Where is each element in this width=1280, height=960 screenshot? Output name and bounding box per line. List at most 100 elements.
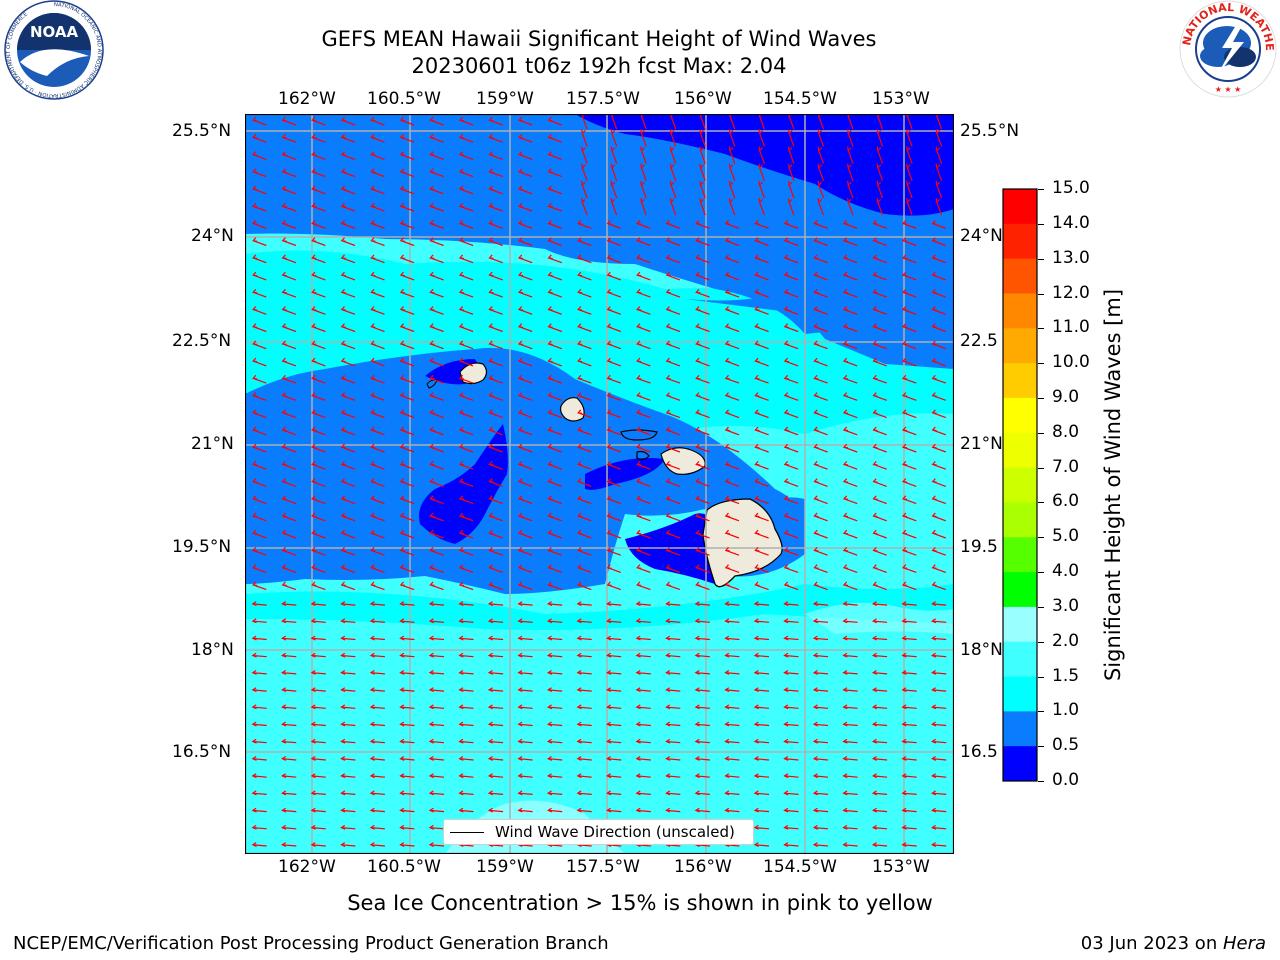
wind-wave-arrowhead	[488, 202, 494, 208]
wind-wave-arrowhead	[606, 687, 612, 693]
wind-wave-arrowhead	[665, 220, 671, 225]
wind-wave-arrow	[607, 620, 622, 623]
wind-wave-arrow	[902, 740, 917, 744]
wind-wave-arrowhead	[695, 564, 701, 569]
wind-wave-arrowhead	[340, 392, 346, 397]
wind-wave-arrowhead	[547, 374, 553, 380]
wind-wave-arrowhead	[340, 116, 346, 122]
wind-wave-arrowhead	[813, 392, 819, 397]
wind-wave-arrowhead	[340, 755, 346, 761]
wind-wave-arrowhead	[635, 755, 641, 761]
wind-wave-arrow	[877, 167, 884, 182]
wind-wave-arrowhead	[665, 426, 671, 432]
wind-wave-arrow	[459, 706, 474, 709]
wind-wave-arrowhead	[517, 790, 523, 796]
colorbar-tick-mark	[1038, 397, 1044, 399]
wind-wave-arrowhead	[429, 529, 435, 535]
wind-wave-arrowhead	[872, 461, 878, 466]
wind-wave-arrow	[906, 184, 913, 199]
wind-wave-arrowhead	[842, 254, 849, 260]
wind-wave-arrow	[282, 603, 297, 606]
wind-wave-arrowhead	[252, 529, 258, 535]
wind-wave-arrowhead	[399, 168, 405, 173]
lat-label-left-165n: 16.5°N	[172, 742, 232, 762]
wind-wave-arrowhead	[370, 340, 376, 346]
wind-wave-arrowhead	[311, 443, 317, 449]
wind-wave-arrowhead	[842, 478, 849, 483]
wind-wave-arrowhead	[783, 564, 789, 569]
wind-wave-arrowhead	[370, 288, 376, 294]
wind-wave-arrow	[670, 150, 677, 164]
wind-wave-arrowhead	[931, 323, 937, 328]
wind-wave-arrowhead	[429, 220, 435, 225]
colorbar-segment	[1003, 467, 1037, 503]
wind-wave-arrowhead	[783, 738, 789, 744]
wind-wave-arrowhead	[281, 790, 287, 796]
wind-wave-arrowhead	[842, 581, 849, 587]
wind-wave-arrowhead	[847, 163, 852, 169]
wind-wave-arrowhead	[665, 512, 671, 518]
wind-wave-arrow	[577, 740, 592, 744]
wind-wave-arrowhead	[311, 547, 317, 552]
wind-wave-arrowhead	[281, 443, 287, 449]
svg-text:★ ★ ★: ★ ★ ★	[1215, 85, 1242, 94]
wind-wave-arrowhead	[281, 323, 287, 328]
wind-wave-arrow	[666, 620, 681, 623]
wind-wave-arrowhead	[635, 704, 641, 710]
wind-wave-arrowhead	[724, 547, 730, 552]
colorbar-segment	[1003, 328, 1037, 364]
wind-wave-arrowhead	[606, 271, 612, 277]
wind-wave-arrowhead	[724, 581, 730, 587]
wind-wave-arrow	[640, 167, 647, 182]
wind-wave-arrow	[666, 792, 681, 795]
wind-wave-arrow	[725, 637, 740, 641]
wind-wave-arrowhead	[695, 460, 701, 466]
wind-wave-arrowhead	[872, 581, 878, 587]
wind-wave-arrowhead	[399, 288, 405, 294]
wind-wave-arrow	[666, 740, 681, 744]
wind-wave-arrowhead	[606, 288, 612, 294]
wind-wave-arrowhead	[281, 271, 287, 277]
wind-wave-arrowhead	[576, 721, 582, 727]
wind-wave-arrowhead	[429, 168, 435, 173]
wind-wave-arrowhead	[665, 271, 671, 277]
wind-wave-arrowhead	[872, 495, 878, 500]
wind-wave-arrowhead	[547, 202, 553, 208]
wind-wave-arrowhead	[931, 601, 937, 607]
wind-wave-arrowhead	[311, 323, 317, 328]
wind-wave-arrowhead	[576, 670, 582, 675]
wind-wave-arrow	[843, 637, 858, 641]
lon-label-bottom-1575w: 157.5°W	[566, 857, 640, 877]
wind-wave-arrowhead	[665, 756, 671, 761]
wind-wave-arrowhead	[931, 529, 937, 535]
wind-wave-arrowhead	[370, 202, 376, 208]
wind-wave-arrowhead	[872, 254, 878, 260]
wind-wave-arrowhead	[695, 546, 701, 552]
wind-wave-arrow	[548, 689, 563, 692]
wind-wave-arrowhead	[931, 512, 937, 518]
wind-wave-arrowhead	[577, 581, 583, 587]
wind-wave-arrowhead	[488, 495, 494, 500]
wind-wave-arrowhead	[399, 564, 405, 569]
wind-wave-arrow	[282, 654, 297, 658]
wind-wave-arrowhead	[310, 790, 316, 796]
wind-wave-arrow	[666, 706, 681, 709]
wind-wave-arrowhead	[517, 670, 523, 675]
colorbar-tick-mark	[1038, 293, 1044, 295]
wind-wave-arrow	[932, 792, 947, 795]
wind-wave-arrowhead	[340, 564, 346, 569]
wind-wave-arrow	[695, 758, 710, 761]
wind-wave-arrowhead	[517, 704, 523, 710]
wind-wave-arrow	[370, 603, 385, 606]
wind-wave-arrow	[906, 167, 913, 182]
wind-wave-arrow	[902, 672, 917, 675]
wind-wave-arrowhead	[606, 237, 612, 242]
wind-wave-arrow	[429, 775, 445, 778]
wind-wave-arrowhead	[458, 202, 464, 208]
wind-wave-arrowhead	[428, 738, 434, 744]
wind-wave-arrowhead	[399, 409, 405, 414]
wind-wave-arrowhead	[931, 581, 937, 587]
colorbar-tick-mark	[1038, 537, 1044, 539]
lon-label-bottom-1545w: 154.5°W	[763, 857, 837, 877]
wind-wave-arrow	[814, 775, 829, 778]
